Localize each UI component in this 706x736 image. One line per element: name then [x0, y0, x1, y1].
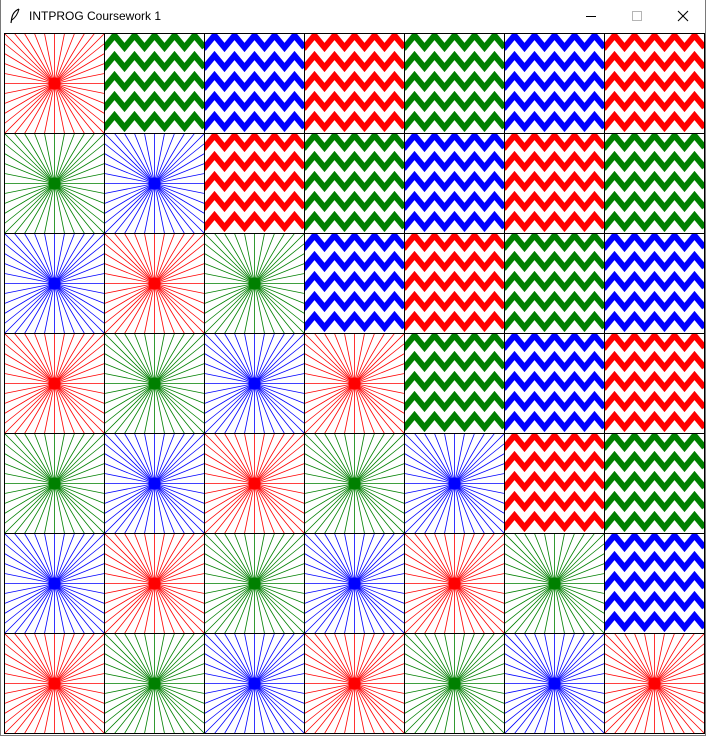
burst-patch-green — [404, 633, 505, 734]
burst-patch-blue — [204, 333, 305, 434]
zigzag-patch-green — [604, 133, 705, 234]
zigzag-patch-red — [304, 33, 405, 134]
burst-patch-green — [4, 433, 105, 534]
maximize-button[interactable] — [614, 0, 660, 31]
zigzag-patch-green — [404, 33, 505, 134]
minimize-icon — [586, 15, 596, 17]
burst-patch-blue — [4, 233, 105, 334]
burst-patch-red — [4, 333, 105, 434]
patchwork-canvas[interactable] — [4, 33, 705, 734]
window-title: INTPROG Coursework 1 — [29, 8, 162, 23]
burst-patch-red — [104, 533, 205, 634]
zigzag-patch-blue — [504, 33, 605, 134]
burst-patch-blue — [304, 533, 405, 634]
zigzag-patch-green — [504, 233, 605, 334]
zigzag-patch-green — [104, 33, 205, 134]
zigzag-patch-blue — [304, 233, 405, 334]
burst-patch-blue — [104, 133, 205, 234]
zigzag-patch-red — [404, 233, 505, 334]
burst-patch-blue — [204, 633, 305, 734]
zigzag-patch-blue — [204, 33, 305, 134]
burst-patch-blue — [504, 633, 605, 734]
burst-patch-red — [4, 33, 105, 134]
zigzag-patch-red — [604, 333, 705, 434]
burst-patch-blue — [4, 533, 105, 634]
zigzag-patch-green — [304, 133, 405, 234]
burst-patch-red — [204, 433, 305, 534]
zigzag-patch-blue — [604, 533, 705, 634]
burst-patch-red — [404, 533, 505, 634]
zigzag-patch-blue — [404, 133, 505, 234]
minimize-button[interactable] — [568, 0, 614, 31]
maximize-icon — [632, 10, 642, 21]
burst-patch-red — [304, 633, 405, 734]
burst-patch-green — [104, 633, 205, 734]
close-icon — [677, 10, 689, 21]
burst-patch-green — [104, 333, 205, 434]
burst-patch-green — [504, 533, 605, 634]
zigzag-patch-red — [604, 33, 705, 134]
burst-patch-red — [304, 333, 405, 434]
burst-patch-red — [4, 633, 105, 734]
feather-icon — [5, 0, 25, 31]
burst-patch-green — [204, 533, 305, 634]
burst-patch-green — [204, 233, 305, 334]
zigzag-patch-green — [604, 433, 705, 534]
zigzag-patch-red — [504, 133, 605, 234]
zigzag-patch-red — [204, 133, 305, 234]
zigzag-patch-red — [504, 433, 605, 534]
burst-patch-red — [604, 633, 705, 734]
burst-patch-red — [104, 233, 205, 334]
title-bar[interactable]: INTPROG Coursework 1 — [1, 0, 705, 31]
burst-patch-blue — [104, 433, 205, 534]
zigzag-patch-blue — [504, 333, 605, 434]
burst-patch-green — [4, 133, 105, 234]
zigzag-patch-blue — [604, 233, 705, 334]
burst-patch-blue — [404, 433, 505, 534]
zigzag-patch-green — [404, 333, 505, 434]
close-button[interactable] — [660, 0, 706, 31]
burst-patch-green — [304, 433, 405, 534]
